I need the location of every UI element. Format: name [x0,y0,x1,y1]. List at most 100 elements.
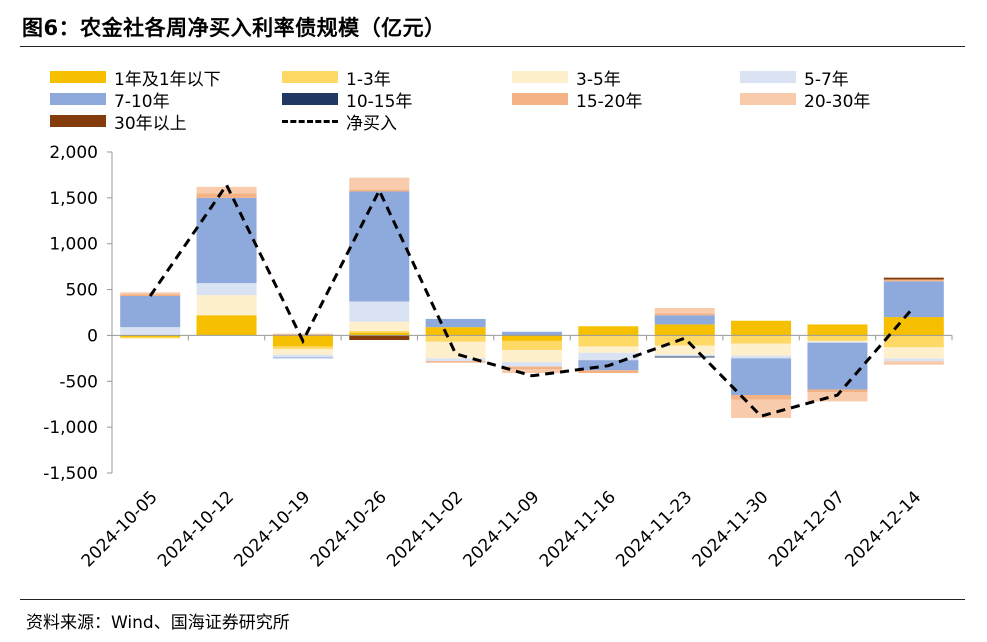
bar-segment [425,318,486,328]
bar-segment [807,324,868,336]
bar-segment [425,362,486,363]
bar-segment [883,317,944,336]
x-tick-label: 2024-11-23 [612,487,696,571]
bar-segment [272,354,333,358]
bar-segment [425,361,486,363]
bar-segment [120,338,181,340]
legend-color-swatch [512,71,568,83]
bar-segment [807,340,868,342]
y-tick-label: -1,500 [43,464,98,484]
legend-item: 30年以上 [50,110,187,134]
bar-segment [883,279,944,282]
legend-item: 1-3年 [282,66,391,90]
y-tick-label: -500 [59,372,98,392]
legend-label: 1年及1年以下 [114,69,221,90]
legend-label: 1-3年 [346,69,391,90]
bar-segment [425,341,486,359]
legend-line-swatch [282,119,338,123]
y-tick-label: -1,000 [43,418,98,438]
legend-color-swatch [282,71,338,83]
y-tick-label: 0 [87,326,98,346]
bar-segment [807,392,868,402]
y-tick-label: 500 [66,281,98,301]
bar-segment [654,356,715,358]
bar-segment [654,313,715,316]
bar-segment [425,327,486,336]
bar-segment [654,315,715,325]
legend-color-swatch [50,93,106,105]
bar-segment [654,324,715,336]
bar-segment [883,361,944,365]
bar-segment [349,301,410,322]
bar-segment [807,389,868,393]
legend-color-swatch [740,71,796,83]
bar-segment [272,349,333,355]
bar-segment [502,331,562,336]
bar-segment [578,370,639,374]
bar-segment [425,358,486,362]
bar-segment [120,292,181,295]
x-tick-label: 2024-10-05 [78,487,162,571]
legend-item: 20-30年 [740,88,870,112]
x-tick-label: 2024-11-30 [689,487,773,571]
bar-segment [120,335,181,338]
legend-item: 15-20年 [512,88,643,112]
bar-segment [883,335,944,348]
bar-segment [272,333,333,335]
bar-segment [502,362,562,367]
source-note: 资料来源：Wind、国海证券研究所 [26,613,290,633]
legend-color-swatch [282,93,338,105]
bar-segment [883,347,944,359]
legend-item: 10-15年 [282,88,412,112]
bar-segment [654,307,715,314]
bar-segment [349,330,410,333]
bar-segment [349,321,410,331]
legend-color-swatch [512,93,568,105]
bar-segment [349,335,410,341]
bar-segment [502,340,562,351]
bar-segment [120,327,181,336]
x-tick-label: 2024-10-12 [154,487,238,571]
bar-segment [883,281,944,318]
bar-segment [502,350,562,363]
legend-label: 15-20年 [576,91,643,112]
x-tick-label: 2024-11-09 [460,487,544,571]
x-tick-label: 2024-12-07 [765,487,849,571]
bar-segment [425,335,486,342]
bar-segment [731,358,792,396]
y-tick-label: 2,000 [49,143,98,163]
bar-segment [196,295,257,316]
y-tick-label: 1,500 [49,189,98,209]
bar-segment [807,335,868,341]
legend-color-swatch [50,115,106,127]
bar-segment [578,326,639,336]
bar-segment [578,346,639,353]
legend-color-swatch [50,71,106,83]
legend-label: 净买入 [346,113,397,134]
bar-segment [883,358,944,362]
title-rule [20,46,965,47]
bar-segment [654,335,715,346]
bar-segment [883,277,944,280]
source-rule [20,599,965,600]
x-tick-label: 2024-12-14 [841,487,925,571]
bar-segment [349,332,410,336]
bar-segment [731,395,792,400]
bar-segment [578,335,639,347]
legend-label: 5-7年 [804,69,849,90]
x-tick-label: 2024-10-26 [307,487,391,571]
bar-segment [349,177,410,190]
bar-segment [731,335,792,344]
bar-segment [502,369,562,374]
bar-segment [578,352,639,361]
bar-segment [120,295,181,328]
bar-segment [807,341,868,343]
legend-label: 3-5年 [576,69,621,90]
bar-segment [120,337,181,339]
bar-segment [196,283,257,296]
bar-segment [196,315,257,336]
legend-label: 7-10年 [114,91,170,112]
legend-item: 3-5年 [512,66,621,90]
legend-item: 1年及1年以下 [50,66,221,90]
bar-segment [654,354,715,357]
